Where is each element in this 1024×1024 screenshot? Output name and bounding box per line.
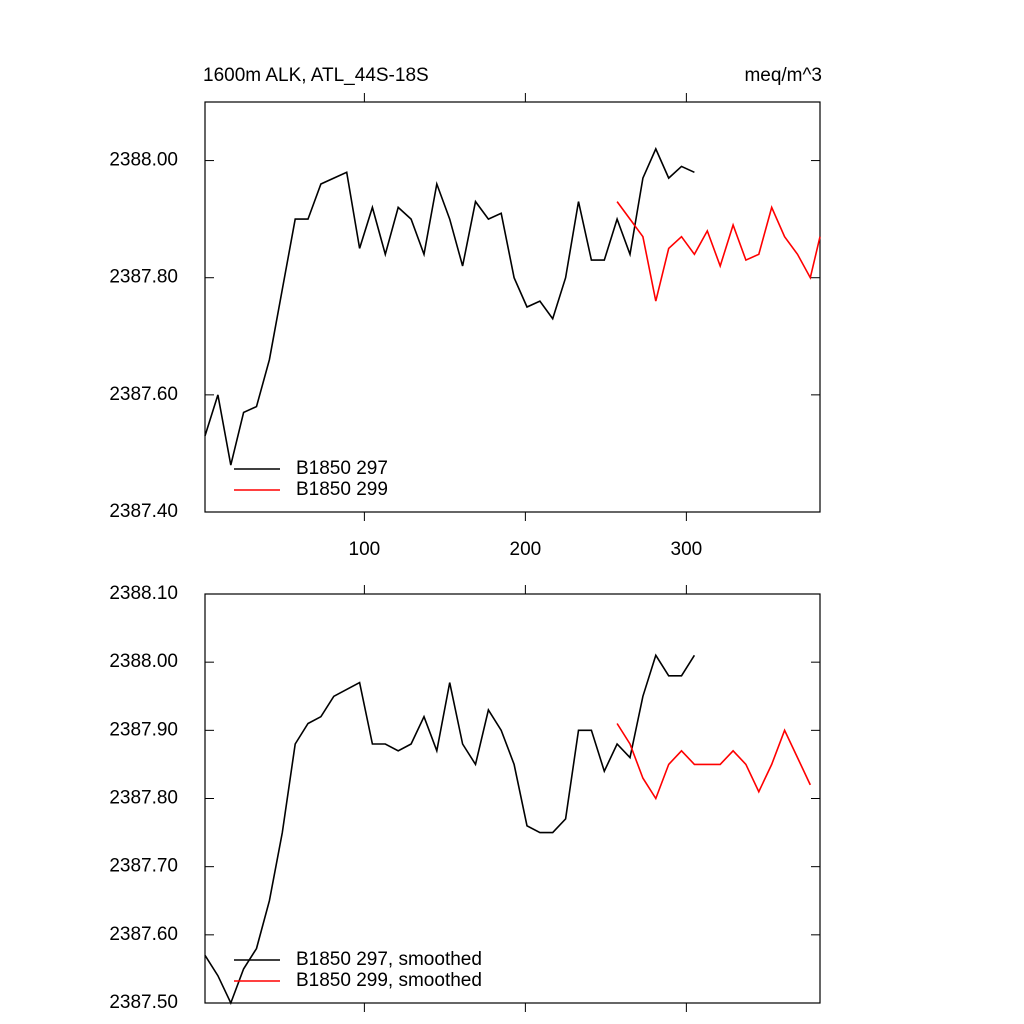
- legend-label: B1850 297: [296, 458, 388, 479]
- series-line: [204, 146, 695, 466]
- y-tick-label: 2387.90: [109, 719, 178, 740]
- y-tick-label: 2387.80: [109, 267, 178, 288]
- y-tick-label: 2388.00: [109, 150, 178, 171]
- y-tick-label: 2388.00: [109, 651, 178, 672]
- legend-label: B1850 299: [296, 479, 388, 500]
- x-tick-label: 100: [349, 539, 381, 560]
- y-tick-label: 2388.10: [109, 583, 178, 604]
- y-tick-label: 2387.60: [109, 384, 178, 405]
- legend-label: B1850 297, smoothed: [296, 949, 482, 970]
- y-tick-label: 2387.40: [109, 501, 178, 522]
- series-line: [204, 653, 696, 1006]
- series-line: [616, 201, 821, 302]
- legend-label: B1850 299, smoothed: [296, 970, 482, 991]
- x-tick-label: 300: [671, 539, 703, 560]
- y-tick-label: 2387.70: [109, 856, 178, 877]
- y-tick-label: 2387.60: [109, 924, 178, 945]
- chart-units: meq/m^3: [744, 65, 822, 86]
- y-tick-label: 2387.80: [109, 788, 178, 809]
- chart-title: 1600m ALK, ATL_44S-18S: [203, 65, 429, 86]
- y-tick-label: 2387.50: [109, 992, 178, 1013]
- plot-frame: [204, 101, 821, 513]
- series-line: [616, 723, 812, 801]
- x-tick-label: 200: [510, 539, 542, 560]
